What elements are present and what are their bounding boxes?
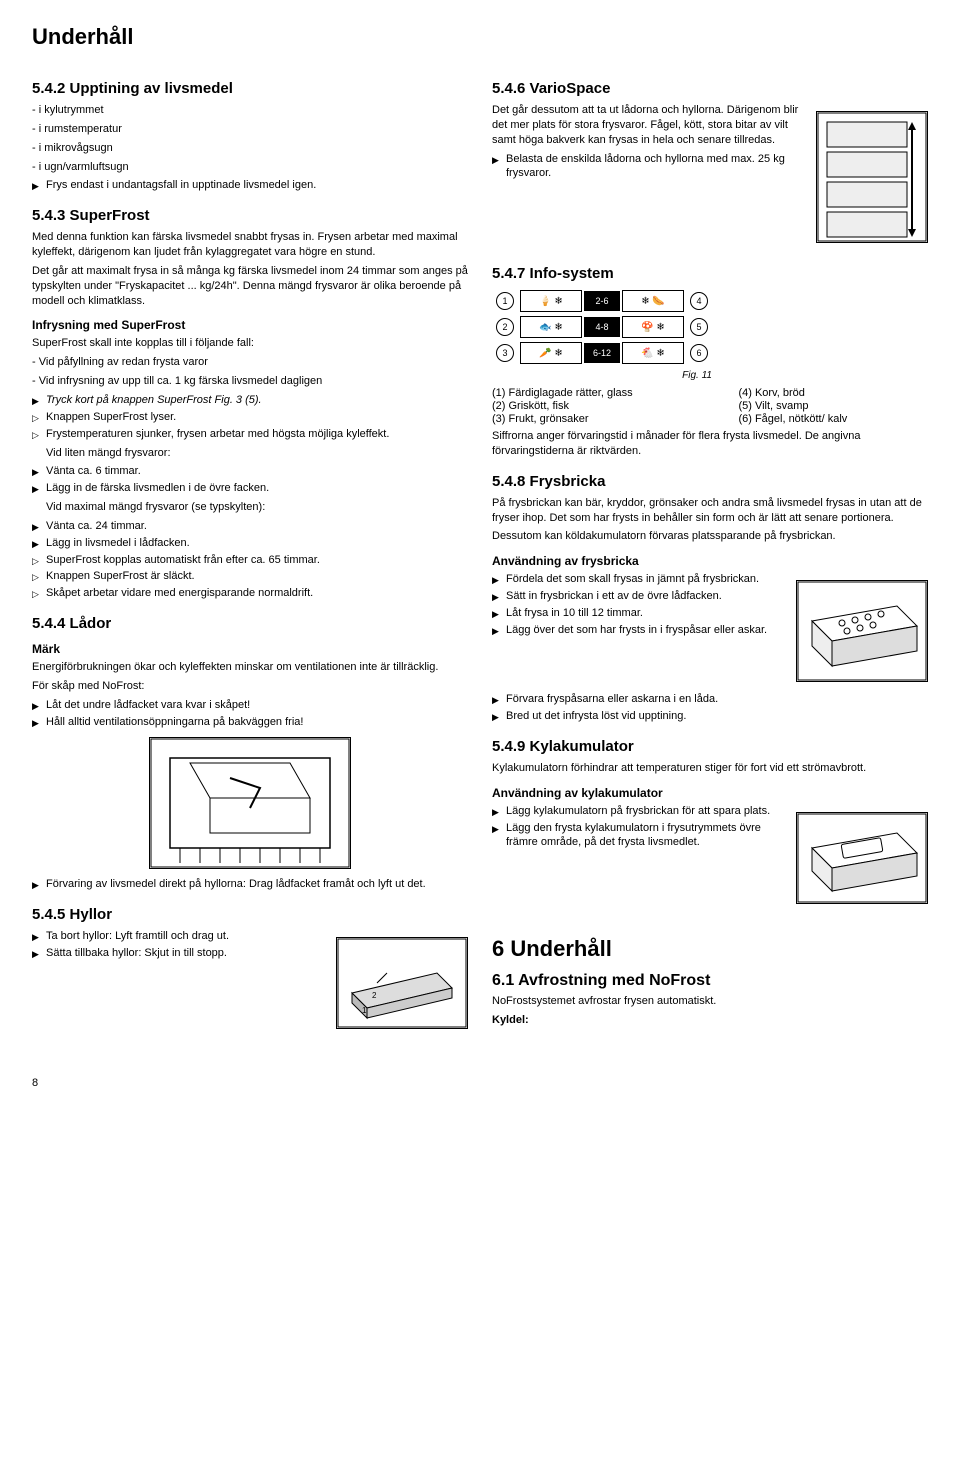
page-number: 8 bbox=[32, 1077, 928, 1089]
instruction: Sätt in frysbrickan i ett av de övre låd… bbox=[492, 589, 928, 604]
svg-text:1: 1 bbox=[362, 1006, 367, 1015]
body-text: Kylakumulatorn förhindrar att temperatur… bbox=[492, 761, 928, 776]
info-cell: 🥕 ❄ bbox=[520, 342, 582, 364]
info-mid: 6-12 bbox=[584, 343, 620, 363]
body-text: Dessutom kan köldakumulatorn förvaras pl… bbox=[492, 529, 928, 544]
legend-left: (3) Frukt, grönsaker bbox=[492, 413, 738, 425]
two-column-layout: 5.4.2 Upptining av livsmedel i kylutrymm… bbox=[32, 66, 928, 1037]
body-text: På frysbrickan kan bär, kryddor, grönsak… bbox=[492, 496, 928, 526]
chapter-6-heading: 6 Underhåll bbox=[492, 936, 928, 962]
info-cell: 🐔 ❄ bbox=[622, 342, 684, 364]
info-cell: 🍄 ❄ bbox=[622, 316, 684, 338]
figure-label: Fig. 11 bbox=[492, 370, 712, 381]
heading-543: 5.4.3 SuperFrost bbox=[32, 207, 468, 224]
body-text: Det går att maximalt frysa in så många k… bbox=[32, 264, 468, 309]
page-title: Underhåll bbox=[32, 24, 928, 50]
body-text: Kyldel: bbox=[492, 1013, 928, 1028]
instruction: Tryck kort på knappen SuperFrost Fig. 3 … bbox=[32, 393, 468, 408]
subheading-mark: Märk bbox=[32, 642, 468, 656]
list-item: i ugn/varmluftsugn bbox=[32, 160, 468, 175]
result: Skåpet arbetar vidare med energisparande… bbox=[32, 586, 468, 601]
instruction: Bred ut det infrysta löst vid upptining. bbox=[492, 709, 928, 724]
result: Frystemperaturen sjunker, frysen arbetar… bbox=[32, 427, 468, 442]
instruction: Lägg kylakumulatorn på frysbrickan för a… bbox=[492, 804, 928, 819]
info-row: 1 🍦 ❄ 2-6 ❄ 🌭 4 bbox=[492, 288, 712, 314]
instruction: Förvaring av livsmedel direkt på hyllorn… bbox=[32, 877, 468, 892]
list-item: i mikrovågsugn bbox=[32, 141, 468, 156]
drawer-illustration bbox=[149, 737, 351, 869]
info-num-left: 2 bbox=[496, 318, 514, 336]
instruction: Sätta tillbaka hyllor: Skjut in till sto… bbox=[32, 946, 468, 961]
info-num-left: 3 bbox=[496, 344, 514, 362]
instruction: Förvara fryspåsarna eller askarna i en l… bbox=[492, 692, 928, 707]
info-mid: 2-6 bbox=[584, 291, 620, 311]
result: Knappen SuperFrost lyser. bbox=[32, 410, 468, 425]
result: Knappen SuperFrost är släckt. bbox=[32, 569, 468, 584]
heading-546: 5.4.6 VarioSpace bbox=[492, 80, 928, 97]
instruction: Låt det undre lådfacket vara kvar i skåp… bbox=[32, 698, 468, 713]
info-cell: ❄ 🌭 bbox=[622, 290, 684, 312]
info-num-right: 4 bbox=[690, 292, 708, 310]
body-text: Siffrorna anger förvaringstid i månader … bbox=[492, 429, 928, 459]
info-num-right: 6 bbox=[690, 344, 708, 362]
instruction: Lägg in livsmedel i lådfacken. bbox=[32, 536, 468, 551]
instruction: Lägg över det som har frysts in i fryspå… bbox=[492, 623, 928, 638]
list-543: Vid påfyllning av redan frysta varor Vid… bbox=[32, 355, 468, 389]
info-mid: 4-8 bbox=[584, 317, 620, 337]
heading-548: 5.4.8 Frysbricka bbox=[492, 473, 928, 490]
subheading-frysbricka: Användning av frysbricka bbox=[492, 554, 928, 568]
legend-row: (3) Frukt, grönsaker (6) Fågel, nötkött/… bbox=[492, 413, 928, 425]
svg-text:2: 2 bbox=[372, 991, 377, 1000]
legend-right: (4) Korv, bröd bbox=[738, 387, 928, 399]
info-num-right: 5 bbox=[690, 318, 708, 336]
legend-right: (5) Vilt, svamp bbox=[738, 400, 928, 412]
list-item: i kylutrymmet bbox=[32, 103, 468, 118]
instruction: Låt frysa in 10 till 12 timmar. bbox=[492, 606, 928, 621]
legend-row: (1) Färdiglagade rätter, glass (4) Korv,… bbox=[492, 387, 928, 399]
heading-542: 5.4.2 Upptining av livsmedel bbox=[32, 80, 468, 97]
result: SuperFrost kopplas automatiskt från efte… bbox=[32, 553, 468, 568]
info-row: 3 🥕 ❄ 6-12 🐔 ❄ 6 bbox=[492, 340, 712, 366]
instruction: Lägg in de färska livsmedlen i de övre f… bbox=[32, 481, 468, 496]
subheading-kylakumulator: Användning av kylakumulator bbox=[492, 786, 928, 800]
instruction: Vänta ca. 24 timmar. bbox=[32, 519, 468, 534]
instruction: Ta bort hyllor: Lyft framtill och drag u… bbox=[32, 929, 468, 944]
left-column: 5.4.2 Upptining av livsmedel i kylutrymm… bbox=[32, 66, 468, 1037]
instruction: Fördela det som skall frysas in jämnt på… bbox=[492, 572, 928, 587]
list-item: Vid infrysning av upp till ca. 1 kg färs… bbox=[32, 374, 468, 389]
info-system-panel: 1 🍦 ❄ 2-6 ❄ 🌭 4 2 🐟 ❄ 4-8 🍄 ❄ 5 3 🥕 ❄ 6-… bbox=[492, 288, 712, 381]
info-cell: 🐟 ❄ bbox=[520, 316, 582, 338]
heading-544: 5.4.4 Lådor bbox=[32, 615, 468, 632]
legend-row: (2) Griskött, fisk (5) Vilt, svamp bbox=[492, 400, 928, 412]
instruction: Håll alltid ventilationsöppningarna på b… bbox=[32, 715, 468, 730]
body-text: För skåp med NoFrost: bbox=[32, 679, 468, 694]
instruction: Belasta de enskilda lådorna och hyllorna… bbox=[492, 152, 928, 182]
heading-549: 5.4.9 Kylakumulator bbox=[492, 738, 928, 755]
body-text: NoFrostsystemet avfrostar frysen automat… bbox=[492, 994, 928, 1009]
body-text: SuperFrost skall inte kopplas till i föl… bbox=[32, 336, 468, 351]
body-text: Med denna funktion kan färska livsmedel … bbox=[32, 230, 468, 260]
instruction: Vänta ca. 6 timmar. bbox=[32, 464, 468, 479]
legend-left: (2) Griskött, fisk bbox=[492, 400, 738, 412]
list-542: i kylutrymmet i rumstemperatur i mikrovå… bbox=[32, 103, 468, 174]
info-row: 2 🐟 ❄ 4-8 🍄 ❄ 5 bbox=[492, 314, 712, 340]
info-num-left: 1 bbox=[496, 292, 514, 310]
list-item: i rumstemperatur bbox=[32, 122, 468, 137]
instruction: Lägg den frysta kylakumulatorn i frysutr… bbox=[492, 821, 928, 851]
section-61-heading: 6.1 Avfrostning med NoFrost bbox=[492, 972, 928, 990]
legend-left: (1) Färdiglagade rätter, glass bbox=[492, 387, 738, 399]
legend-right: (6) Fågel, nötkött/ kalv bbox=[738, 413, 928, 425]
body-text: Vid liten mängd frysvaror: bbox=[32, 446, 468, 461]
heading-547: 5.4.7 Info-system bbox=[492, 265, 928, 282]
info-cell: 🍦 ❄ bbox=[520, 290, 582, 312]
body-text: Energiförbrukningen ökar och kyleffekten… bbox=[32, 660, 468, 675]
instruction: Frys endast i undantagsfall in upptinade… bbox=[32, 178, 468, 193]
list-item: Vid påfyllning av redan frysta varor bbox=[32, 355, 468, 370]
body-text: Vid maximal mängd frysvaror (se typskylt… bbox=[32, 500, 468, 515]
subheading-superfrost: Infrysning med SuperFrost bbox=[32, 318, 468, 332]
heading-545: 5.4.5 Hyllor bbox=[32, 906, 468, 923]
right-column: 5.4.6 VarioSpace Det går dessutom att ta… bbox=[492, 66, 928, 1037]
